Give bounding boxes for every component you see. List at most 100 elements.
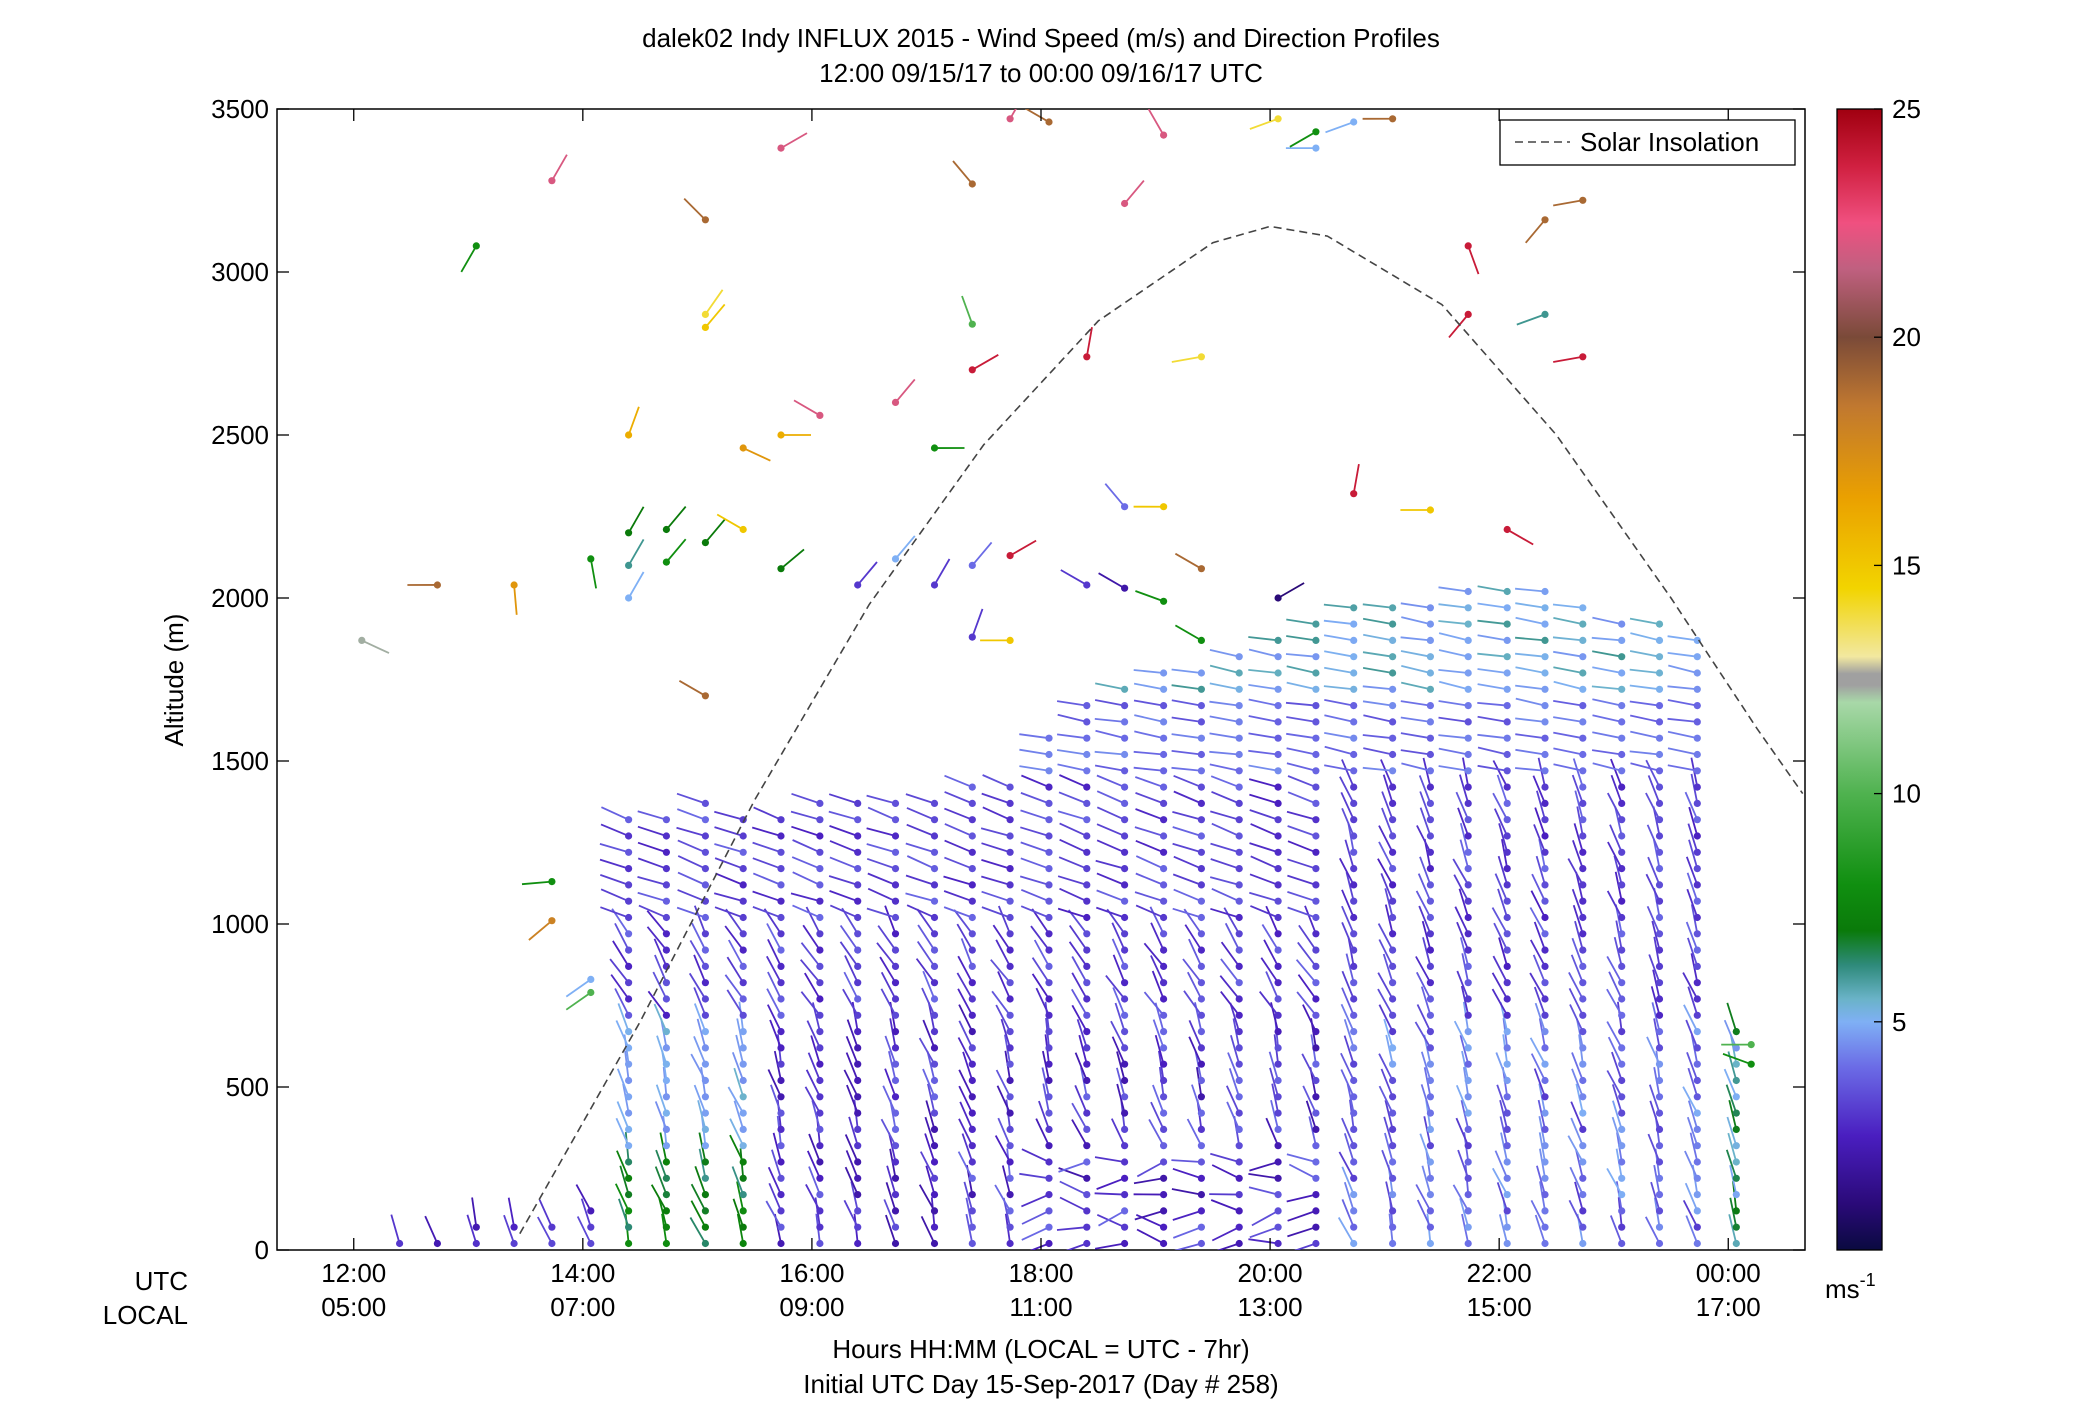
wind-barb-stick [905, 842, 935, 854]
wind-barb-stick [1171, 1188, 1202, 1196]
wind-barb-dot [854, 1028, 862, 1036]
wind-barb-stick [1609, 824, 1623, 853]
wind-barb-stick [537, 1216, 553, 1244]
wind-barb-dot [1350, 1174, 1358, 1182]
wind-barb-stick [927, 1083, 936, 1114]
wind-barb-stick [1688, 806, 1699, 837]
wind-barb-stick [1683, 1004, 1699, 1032]
wind-barb-stick [1416, 825, 1432, 853]
wind-barb-dot [777, 930, 785, 938]
wind-barb-stick [714, 857, 744, 870]
wind-barb-dot [1655, 1093, 1664, 1101]
wind-barb-stick [742, 447, 771, 462]
wind-barb-stick [1728, 1099, 1738, 1130]
wind-barb-dot [1235, 750, 1243, 759]
wind-barb-stick [614, 1183, 630, 1212]
wind-barb-dot [1618, 1125, 1626, 1133]
wind-barb-stick [1492, 955, 1508, 984]
wind-barb-stick [1172, 842, 1202, 854]
wind-barb-dot [1618, 1174, 1626, 1182]
wind-barb-stick [1606, 890, 1623, 918]
wind-barb-stick [1173, 774, 1202, 788]
wind-barb-stick [1209, 750, 1240, 756]
wind-barb-stick [866, 843, 896, 854]
wind-barb-stick [752, 857, 782, 870]
wind-barb-stick [1033, 939, 1050, 967]
wind-barb-stick [982, 774, 1011, 788]
wind-barb-stick [1568, 988, 1584, 1016]
wind-barb-stick [1685, 921, 1699, 951]
wind-barb-stick [770, 1084, 782, 1114]
wind-barb-stick [894, 535, 916, 560]
wind-barb-stick [1265, 1117, 1279, 1147]
wind-barb-stick [772, 1132, 782, 1163]
wind-barb-dot [662, 1076, 671, 1085]
wind-barb-dot [1083, 1060, 1091, 1068]
wind-barb-dot [930, 444, 939, 452]
wind-barb-stick [1378, 825, 1394, 853]
wind-barb-stick [1477, 634, 1508, 642]
wind-barb-dot [1693, 816, 1701, 824]
wind-barb-dot [1006, 115, 1014, 123]
wind-barb-dot [891, 930, 900, 938]
wind-barb-stick [1515, 684, 1546, 691]
wind-barb-dot [701, 995, 710, 1003]
wind-barb-stick [1134, 826, 1164, 837]
wind-barb-dot [739, 913, 747, 922]
wind-barb-dot [968, 995, 976, 1003]
wind-barb-dot [1350, 718, 1358, 726]
wind-barb-stick [1493, 922, 1508, 951]
wind-barb-stick [1135, 855, 1164, 870]
wind-barb-dot [1045, 1109, 1053, 1117]
wind-barb-stick [1607, 792, 1623, 821]
wind-barb-dot [1160, 946, 1168, 954]
wind-barb-dot [1579, 1076, 1587, 1085]
wind-barb-dot [1426, 1239, 1434, 1248]
wind-barb-dot [548, 177, 556, 185]
wind-barb-dot [739, 1158, 747, 1166]
wind-barb-dot [1655, 1109, 1664, 1117]
wind-barb-stick [1057, 875, 1088, 886]
wind-barb-stick [944, 807, 973, 821]
wind-barb-dot [1541, 636, 1549, 645]
wind-barb-dot [1389, 881, 1397, 889]
wind-barb-dot [625, 431, 633, 439]
wind-barb-dot [1541, 1109, 1549, 1117]
wind-barb-dot [1464, 930, 1472, 938]
wind-barb-dot [1006, 1044, 1014, 1052]
wind-barb-dot [1312, 1093, 1320, 1101]
wind-barb-dot [1160, 1191, 1168, 1199]
wind-barb-stick [767, 971, 782, 1000]
wind-barb-stick [1035, 987, 1050, 1016]
wind-barb-dot [1389, 783, 1397, 791]
wind-barb-dot [1693, 979, 1701, 987]
wind-barb-dot [1503, 930, 1511, 938]
wind-barb-dot [1312, 128, 1320, 136]
wind-barb-stick [1171, 1159, 1202, 1163]
wind-barb-stick [1135, 904, 1164, 919]
wind-barb-dot [1006, 1223, 1014, 1231]
wind-barb-dot [1389, 1044, 1397, 1052]
wind-barb-stick [1059, 1196, 1088, 1212]
wind-barb-stick [677, 889, 706, 903]
wind-barb-stick [1096, 889, 1125, 903]
wind-barb-dot [1655, 799, 1664, 808]
wind-barb-dot [1503, 718, 1511, 726]
wind-barb-dot [1160, 1028, 1168, 1036]
wind-barb-stick [1096, 906, 1125, 919]
wind-barb-stick [1645, 759, 1661, 788]
wind-barb-dot [1579, 734, 1587, 742]
wind-barb-stick [1570, 1101, 1584, 1130]
wind-barb-stick [1574, 790, 1584, 820]
wind-barb-stick [915, 958, 936, 984]
wind-barb-stick [1229, 1002, 1241, 1032]
wind-barb-dot [662, 848, 671, 856]
wind-barb-stick [1172, 1226, 1202, 1239]
wind-barb-dot [1083, 1191, 1091, 1199]
wind-barb-stick [1531, 873, 1546, 902]
wind-barb-dot [662, 1093, 671, 1101]
wind-barb-dot [1006, 995, 1014, 1003]
wind-barb-stick [1530, 1199, 1546, 1228]
wind-barb-dot [1541, 962, 1549, 971]
wind-barb-stick [1607, 1036, 1623, 1065]
